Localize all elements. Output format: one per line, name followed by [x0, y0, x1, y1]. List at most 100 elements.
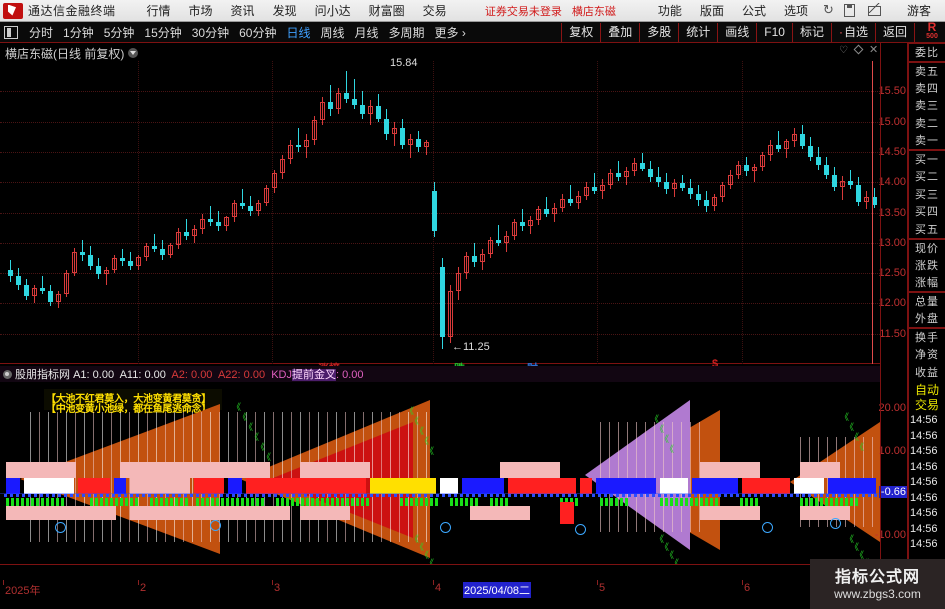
candle — [96, 61, 102, 364]
heart-icon[interactable]: ♡ — [839, 45, 848, 56]
tool-zixuan[interactable]: 自选 — [830, 22, 876, 42]
candle — [64, 61, 70, 364]
period-fenshi[interactable]: 分时 — [29, 25, 54, 40]
candle-body — [424, 142, 429, 148]
menu-item-gongneng[interactable]: 功能 — [657, 4, 682, 18]
green-dot — [211, 498, 214, 506]
period-60min[interactable]: 60分钟 — [239, 25, 277, 40]
quote-row-3[interactable]: 卖三 — [915, 100, 939, 113]
watermark: 指标公式网 www.zbgs3.com — [810, 559, 945, 609]
candle — [184, 61, 190, 364]
candle-body — [104, 270, 109, 275]
tool-f10[interactable]: F10 — [756, 22, 793, 42]
candle-wick — [466, 251, 467, 280]
tool-fuquan[interactable]: 复权 — [561, 22, 602, 42]
menu-item-xuanxiang[interactable]: 选项 — [783, 4, 808, 18]
period-more[interactable]: 更多 › — [434, 25, 466, 40]
period-5min[interactable]: 5分钟 — [103, 25, 135, 40]
account-stock-label[interactable]: 横店东磁 — [571, 5, 616, 18]
login-status[interactable]: 证券交易未登录 — [484, 5, 562, 18]
green-dot — [805, 498, 808, 506]
quote-row-10[interactable]: 买五 — [915, 223, 939, 236]
save-icon[interactable] — [843, 3, 862, 19]
trade-time-8: 14:56 — [910, 538, 938, 550]
tool-duogu[interactable]: 多股 — [639, 22, 680, 42]
candle — [168, 61, 174, 364]
quote-row-11[interactable]: 现价 — [909, 238, 945, 257]
time-tick-mark — [138, 580, 139, 585]
user-label[interactable]: 游客 — [906, 4, 931, 18]
tool-tongji[interactable]: 统计 — [678, 22, 719, 42]
candle-body — [8, 270, 13, 277]
diamond-icon[interactable] — [853, 44, 864, 55]
menu-item-wenxiaoda[interactable]: 问小达 — [314, 4, 351, 18]
midline-dot — [544, 494, 547, 497]
quote-row-13[interactable]: 涨幅 — [915, 277, 939, 290]
quote-row-16[interactable]: 换手 — [909, 328, 945, 346]
tool-biaoji[interactable]: 标记 — [791, 22, 832, 42]
rating-badge[interactable]: R 500 — [919, 21, 945, 41]
midline-dot — [46, 494, 49, 497]
quote-row-15[interactable]: 外盘 — [915, 313, 939, 326]
green-dot — [825, 498, 828, 506]
price-chart[interactable]: 15.84←11.25涨榜跌财$ — [0, 57, 880, 375]
tool-fanhui[interactable]: 返回 — [874, 22, 915, 42]
hatch-line — [672, 422, 673, 532]
menu-item-gongshi[interactable]: 公式 — [741, 4, 766, 18]
candle-body — [408, 138, 413, 145]
candle-body — [136, 257, 141, 266]
quote-row-8[interactable]: 买三 — [915, 188, 939, 201]
mail-icon[interactable] — [867, 3, 886, 19]
quote-row-12[interactable]: 涨跌 — [915, 259, 939, 272]
period-multi[interactable]: 多周期 — [388, 25, 425, 40]
quote-panel[interactable]: 委比 卖五卖四卖三卖二卖一买一买二买三买四买五现价涨跌涨幅总量外盘换手净资收益 — [908, 43, 945, 383]
green-dot — [130, 498, 133, 506]
menu-item-shichang[interactable]: 市场 — [188, 4, 213, 18]
quote-row-5[interactable]: 卖一 — [915, 135, 939, 148]
layout-icon[interactable] — [4, 25, 18, 39]
candle-wick — [82, 239, 83, 261]
quote-row-2[interactable]: 卖四 — [915, 82, 939, 95]
midline-dot — [400, 494, 403, 497]
candle — [824, 61, 830, 364]
quote-row-6[interactable]: 买一 — [909, 150, 945, 168]
midline-dot — [22, 494, 25, 497]
candle-wick — [562, 194, 563, 213]
candle-wick — [794, 127, 795, 148]
menu-item-jiaoyi[interactable]: 交易 — [422, 4, 447, 18]
panel-divider — [880, 43, 881, 609]
quote-row-7[interactable]: 买二 — [915, 171, 939, 184]
indicator-chart[interactable]: 【大池不红君莫入，大池变黄君莫贪】 【中池变黄小池绿，都在鱼尾逃命念】 《《《《… — [0, 382, 880, 565]
quote-row-9[interactable]: 买四 — [915, 206, 939, 219]
menu-item-faxian[interactable]: 发现 — [272, 4, 297, 18]
tool-huaxian[interactable]: 画线 — [717, 22, 758, 42]
refresh-icon[interactable] — [820, 2, 838, 19]
quote-row-4[interactable]: 卖二 — [915, 117, 939, 130]
quote-row-0[interactable]: 委比 — [909, 43, 945, 61]
tool-diejia[interactable]: 叠加 — [600, 22, 641, 42]
candle-body — [576, 195, 581, 203]
period-weekly[interactable]: 周线 — [320, 25, 345, 40]
menu-item-zixun[interactable]: 资讯 — [230, 4, 255, 18]
midline-dot — [616, 494, 619, 497]
period-15min[interactable]: 15分钟 — [144, 25, 182, 40]
hatch-line — [291, 412, 292, 542]
midline-dot — [406, 494, 409, 497]
chevron-down-icon[interactable] — [128, 48, 138, 58]
quote-row-17[interactable]: 净资 — [915, 349, 939, 362]
menu-item-hangqing[interactable]: 行情 — [146, 4, 171, 18]
quote-row-18[interactable]: 收益 — [915, 366, 939, 379]
menu-item-banmian[interactable]: 版面 — [699, 4, 724, 18]
close-icon[interactable]: ✕ — [869, 44, 879, 56]
trade-time-5: 14:56 — [910, 491, 938, 504]
menu-item-caifuquan[interactable]: 财富圈 — [368, 4, 405, 18]
period-monthly[interactable]: 月线 — [354, 25, 379, 40]
period-1min[interactable]: 1分钟 — [63, 25, 94, 40]
candle — [224, 61, 230, 364]
quote-row-14[interactable]: 总量 — [909, 292, 945, 310]
quote-row-1[interactable]: 卖五 — [909, 61, 945, 80]
candle-body — [504, 235, 509, 243]
period-30min[interactable]: 30分钟 — [191, 25, 230, 40]
period-daily[interactable]: 日线 — [286, 25, 311, 40]
band-segment — [228, 478, 242, 494]
